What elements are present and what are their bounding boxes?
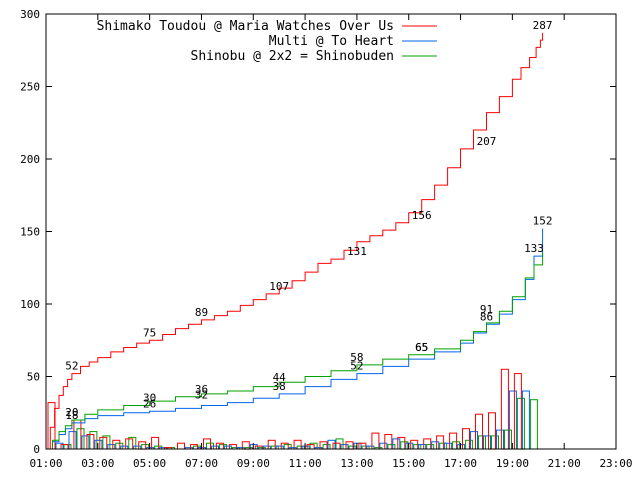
- histogram-bar: [431, 441, 440, 450]
- histogram-bar: [457, 444, 466, 450]
- data-label: 44: [273, 371, 287, 384]
- histogram-bar: [444, 442, 453, 450]
- x-tick-label: 09:00: [237, 457, 270, 470]
- data-label: 65: [415, 341, 428, 354]
- x-tick-label: 21:00: [548, 457, 581, 470]
- data-label: 287: [533, 19, 553, 32]
- y-tick-label: 200: [20, 153, 40, 166]
- y-tick-label: 300: [20, 8, 40, 21]
- histogram-bar: [418, 444, 427, 450]
- y-tick-label: 50: [27, 371, 40, 384]
- x-tick-label: 11:00: [289, 457, 322, 470]
- legend-entry-label: Shimako Toudou @ Maria Watches Over Us: [97, 19, 394, 34]
- series-line: [46, 32, 544, 450]
- x-tick-label: 01:00: [29, 457, 62, 470]
- histogram-bar: [496, 429, 504, 450]
- x-tick-label: 07:00: [185, 457, 218, 470]
- x-tick-label: 23:00: [599, 457, 632, 470]
- histogram-bar: [249, 444, 258, 450]
- histogram-bar: [68, 431, 77, 450]
- data-label: 52: [350, 360, 363, 373]
- data-label: 36: [195, 383, 208, 396]
- data-label: 32: [195, 389, 208, 402]
- y-tick-label: 0: [33, 443, 40, 456]
- histogram-bar: [529, 399, 538, 450]
- series-line: [46, 253, 544, 450]
- histogram-bar: [81, 435, 90, 450]
- legend-entry-label: Multi @ To Heart: [269, 34, 394, 49]
- data-label: 152: [533, 215, 553, 228]
- legend-entry-label: Shinobu @ 2x2 = Shinobuden: [191, 49, 395, 64]
- data-label: 207: [477, 135, 497, 148]
- series-line: [46, 228, 544, 450]
- x-tick-label: 15:00: [392, 457, 425, 470]
- data-label: 91: [480, 303, 493, 316]
- data-label: 65: [415, 341, 428, 354]
- histogram-bar: [392, 438, 401, 450]
- data-label: 107: [269, 280, 289, 293]
- histogram-bar: [177, 442, 185, 450]
- y-tick-label: 250: [20, 81, 40, 94]
- data-label: 26: [143, 397, 156, 410]
- histogram-bar: [107, 444, 116, 450]
- data-label: 86: [480, 310, 493, 323]
- histogram-bar: [94, 439, 103, 450]
- y-tick-label: 150: [20, 226, 40, 239]
- histogram-bar: [371, 432, 380, 450]
- data-label: 75: [143, 326, 156, 339]
- data-label: 18: [65, 409, 78, 422]
- histogram-bar: [521, 390, 530, 450]
- data-label: 52: [65, 360, 78, 373]
- data-label: 20: [65, 406, 78, 419]
- x-tick-label: 19:00: [496, 457, 529, 470]
- data-label: 30: [143, 392, 156, 405]
- histogram-bar: [483, 435, 491, 450]
- x-tick-label: 13:00: [340, 457, 373, 470]
- histogram-bar: [55, 442, 64, 450]
- histogram-bar: [379, 442, 388, 450]
- x-tick-label: 05:00: [133, 457, 166, 470]
- data-label: 58: [350, 351, 363, 364]
- y-tick-label: 100: [20, 298, 40, 311]
- x-tick-label: 17:00: [444, 457, 477, 470]
- data-label: 156: [412, 209, 432, 222]
- histogram-bar: [508, 390, 517, 450]
- histogram-bar: [340, 444, 349, 450]
- data-label: 131: [347, 245, 367, 258]
- data-label: 133: [524, 242, 544, 255]
- data-label: 89: [195, 306, 208, 319]
- histogram-bar: [405, 442, 414, 450]
- data-label: 38: [273, 380, 286, 393]
- x-tick-label: 03:00: [81, 457, 114, 470]
